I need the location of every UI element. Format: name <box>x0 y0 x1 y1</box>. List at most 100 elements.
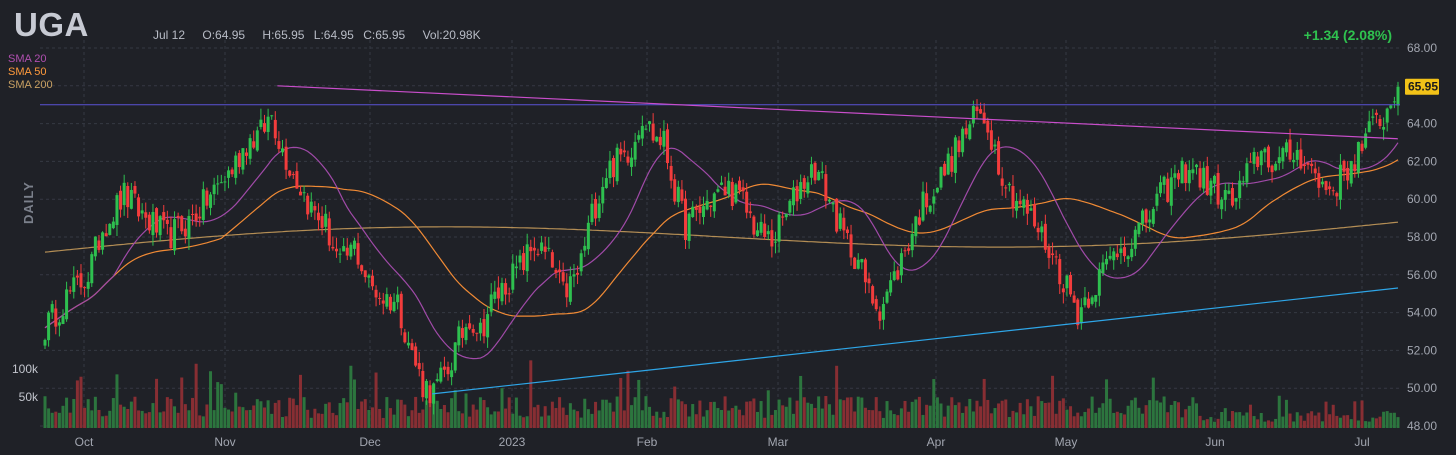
volume-bar <box>730 408 734 428</box>
volume-bar <box>374 372 378 428</box>
volume-bar <box>468 416 472 428</box>
candle-body <box>1288 139 1292 160</box>
candle-body <box>673 179 677 202</box>
candle-body <box>162 212 166 221</box>
volume-bar <box>1007 417 1011 428</box>
candle-body <box>874 299 878 310</box>
chart-grid <box>40 40 1400 427</box>
candle-body <box>1396 86 1400 106</box>
trend-line <box>277 85 1399 140</box>
volume-bar <box>773 410 777 428</box>
volume-bar <box>867 410 871 428</box>
candle-body <box>1216 173 1220 205</box>
volume-bar <box>568 403 572 428</box>
candle-body <box>734 184 738 203</box>
legend-sma-20[interactable]: SMA 20 <box>8 53 47 65</box>
candle-body <box>1313 168 1317 174</box>
candle-body <box>270 115 274 117</box>
candle-body <box>878 311 882 321</box>
volume-bar <box>309 417 313 428</box>
volume-bar <box>126 408 130 428</box>
candle-body <box>1360 143 1364 152</box>
volume-bar <box>248 409 252 428</box>
candle-body <box>1324 181 1328 191</box>
volume-bar <box>763 417 767 428</box>
candle-body <box>1180 160 1184 184</box>
volume-bar <box>1173 401 1177 428</box>
volume-bar <box>1162 396 1166 428</box>
candle-body <box>83 287 87 289</box>
candle-body <box>644 128 648 130</box>
volume-bar <box>946 405 950 428</box>
volume-bar <box>115 374 119 428</box>
candle-body <box>137 197 141 217</box>
candle-body <box>1072 295 1076 303</box>
volume-bar <box>687 416 691 428</box>
candle-body <box>1374 112 1378 115</box>
volume-bar <box>165 397 169 428</box>
volume-bar <box>1065 409 1069 428</box>
candlesticks <box>43 81 1400 415</box>
volume-bar <box>475 409 479 428</box>
volume-bar <box>662 411 666 428</box>
candle-body <box>101 232 105 250</box>
volume-bar <box>680 401 684 428</box>
volume-bar <box>971 411 975 428</box>
volume-readout: Vol:20.98K <box>422 28 481 42</box>
volume-bar <box>666 417 670 428</box>
volume-bar <box>1036 396 1040 428</box>
volume-bar <box>1144 405 1148 428</box>
candle-body <box>993 144 997 147</box>
volume-bar <box>1230 410 1234 428</box>
candle-body <box>1123 247 1127 257</box>
volume-bar <box>554 408 558 428</box>
volume-bar <box>270 413 274 428</box>
candle-body <box>1389 105 1393 109</box>
candle-body <box>1065 275 1069 289</box>
volume-bar <box>892 414 896 428</box>
volume-bar <box>263 407 267 428</box>
candle-body <box>997 141 1001 175</box>
candle-body <box>788 200 792 213</box>
volume-bar <box>79 376 83 428</box>
candle-body <box>1385 108 1389 123</box>
legend-sma-200[interactable]: SMA 200 <box>8 79 53 91</box>
candle-body <box>104 233 108 237</box>
volume-bar <box>1069 406 1073 428</box>
candle-body <box>1022 199 1026 208</box>
volume-bar <box>712 401 716 428</box>
sma-200-line <box>44 221 1399 253</box>
candle-body <box>1141 210 1145 224</box>
candle-body <box>1033 204 1037 227</box>
volume-bar <box>1382 411 1386 428</box>
volume-bar <box>298 374 302 428</box>
candle-body <box>968 124 972 140</box>
volume-bar <box>219 384 223 428</box>
volume-bar <box>525 416 529 428</box>
volume-bar <box>777 399 781 428</box>
candle-body <box>759 221 763 233</box>
volume-bar <box>446 412 450 428</box>
volume-bar <box>1194 403 1198 428</box>
volume-bar <box>1227 421 1231 428</box>
legend-sma-50[interactable]: SMA 50 <box>8 66 47 78</box>
volume-bar <box>536 404 540 428</box>
candle-body <box>766 231 770 235</box>
x-tick-label: Mar <box>768 435 789 449</box>
volume-bar <box>1126 405 1130 428</box>
candle-body <box>979 109 983 114</box>
volume-bar <box>889 410 893 428</box>
candle-body <box>518 255 522 263</box>
volume-bar <box>1184 409 1188 428</box>
candle-body <box>1306 162 1310 165</box>
candle-body <box>737 180 741 191</box>
candle-body <box>442 366 446 370</box>
candle-body <box>1148 219 1152 223</box>
candle-body <box>975 106 979 112</box>
candle-body <box>622 150 626 153</box>
candle-body <box>1353 164 1357 172</box>
volume-bar <box>698 400 702 428</box>
candle-body <box>943 163 947 176</box>
volume-bar <box>932 379 936 428</box>
